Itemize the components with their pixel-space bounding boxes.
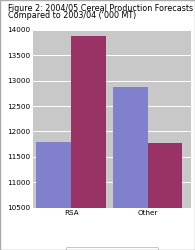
Text: Compared to 2003/04 (‘000 MT): Compared to 2003/04 (‘000 MT) bbox=[8, 11, 136, 20]
Legend: 2003/04, 2004/05: 2003/04, 2004/05 bbox=[66, 247, 158, 250]
Text: Figure 2: 2004/05 Cereal Production Forecasts: Figure 2: 2004/05 Cereal Production Fore… bbox=[8, 4, 193, 13]
Bar bbox=[113, 87, 148, 250]
Bar bbox=[36, 142, 71, 250]
Bar bbox=[148, 142, 182, 250]
Bar bbox=[71, 36, 106, 250]
